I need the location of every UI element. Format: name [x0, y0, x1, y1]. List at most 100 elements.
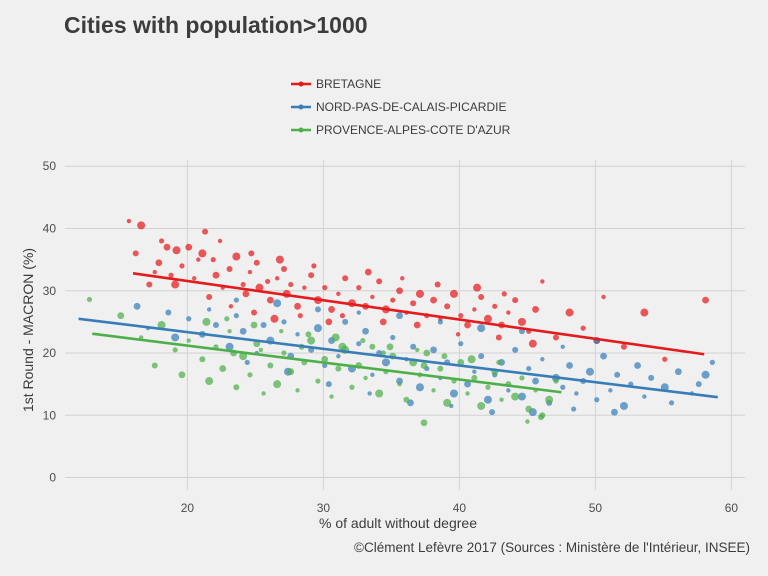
data-point-provence-alpes-cote-d-azur	[496, 359, 502, 365]
data-point-provence-alpes-cote-d-azur	[205, 377, 214, 386]
data-point-nord-pas-de-calais-picardie	[701, 370, 710, 379]
data-point-bretagne	[472, 307, 477, 312]
trend-line-provence-alpes-cote-d-azur	[92, 332, 562, 394]
data-point-bretagne	[163, 243, 171, 251]
data-point-bretagne	[311, 263, 317, 269]
data-point-bretagne	[232, 252, 241, 261]
legend-key-nord-pas-de-calais-picardie	[291, 104, 311, 109]
data-point-bretagne	[226, 265, 233, 272]
data-point-provence-alpes-cote-d-azur	[380, 350, 386, 356]
data-point-provence-alpes-cote-d-azur	[538, 414, 544, 421]
data-point-provence-alpes-cote-d-azur	[363, 375, 368, 381]
legend-label-nord-pas-de-calais-picardie: NORD-PAS-DE-CALAIS-PICARDIE	[316, 99, 507, 114]
data-point-provence-alpes-cote-d-azur	[511, 392, 520, 401]
data-point-bretagne	[288, 281, 294, 288]
data-point-bretagne	[342, 275, 349, 282]
data-point-provence-alpes-cote-d-azur	[443, 398, 452, 407]
data-point-bretagne	[495, 334, 502, 341]
data-point-bretagne	[532, 306, 539, 313]
data-point-provence-alpes-cote-d-azur	[519, 375, 525, 381]
data-point-nord-pas-de-calais-picardie	[281, 319, 287, 325]
data-point-nord-pas-de-calais-picardie	[608, 388, 613, 393]
data-point-nord-pas-de-calais-picardie	[560, 344, 565, 349]
data-point-provence-alpes-cote-d-azur	[281, 350, 287, 356]
data-point-bretagne	[280, 265, 287, 272]
data-point-nord-pas-de-calais-picardie	[571, 406, 577, 412]
data-point-bretagne	[185, 243, 193, 251]
data-point-nord-pas-de-calais-picardie	[458, 341, 464, 347]
legend-item-nord-pas-de-calais-picardie: NORD-PAS-DE-CALAIS-PICARDIE	[290, 95, 510, 118]
data-point-bretagne	[255, 283, 264, 292]
data-point-bretagne	[458, 313, 464, 319]
data-point-nord-pas-de-calais-picardie	[517, 392, 526, 401]
data-point-bretagne	[266, 296, 274, 304]
data-point-provence-alpes-cote-d-azur	[250, 321, 258, 329]
data-point-nord-pas-de-calais-picardie	[233, 313, 239, 319]
data-point-nord-pas-de-calais-picardie	[472, 369, 477, 374]
data-point-nord-pas-de-calais-picardie	[390, 334, 396, 341]
data-point-nord-pas-de-calais-picardie	[668, 400, 675, 406]
data-point-bretagne	[328, 306, 335, 313]
y-tick-label: 40	[43, 221, 57, 235]
data-point-bretagne	[152, 269, 157, 275]
data-point-provence-alpes-cote-d-azur	[525, 405, 533, 413]
data-point-bretagne	[339, 313, 346, 319]
data-point-provence-alpes-cote-d-azur	[369, 343, 376, 350]
data-point-bretagne	[444, 303, 451, 310]
data-point-bretagne	[640, 308, 649, 317]
data-point-bretagne	[206, 293, 213, 300]
data-point-provence-alpes-cote-d-azur	[307, 336, 316, 345]
data-point-nord-pas-de-calais-picardie	[695, 381, 702, 388]
data-point-provence-alpes-cote-d-azur	[331, 333, 340, 342]
chart-title: Cities with population>1000	[64, 12, 368, 38]
data-point-nord-pas-de-calais-picardie	[477, 324, 486, 333]
data-point-nord-pas-de-calais-picardie	[410, 343, 417, 350]
data-point-bretagne	[202, 228, 209, 235]
x-tick-label: 40	[453, 501, 467, 515]
data-point-bretagne	[198, 249, 207, 258]
data-point-nord-pas-de-calais-picardie	[648, 374, 655, 381]
data-point-bretagne	[275, 255, 284, 264]
data-point-nord-pas-de-calais-picardie	[478, 353, 485, 360]
data-point-provence-alpes-cote-d-azur	[437, 365, 444, 372]
y-tick-label: 10	[43, 408, 57, 422]
data-point-bretagne	[251, 309, 258, 316]
data-point-provence-alpes-cote-d-azur	[386, 343, 394, 351]
data-point-provence-alpes-cote-d-azur	[295, 388, 300, 393]
y-tick-label: 50	[43, 159, 57, 173]
y-axis-label: 1st Round - MACRON (%)	[20, 247, 36, 413]
data-point-provence-alpes-cote-d-azur	[525, 419, 530, 424]
data-point-bretagne	[270, 314, 279, 323]
data-point-bretagne	[132, 250, 139, 257]
data-point-bretagne	[265, 278, 271, 285]
data-point-nord-pas-de-calais-picardie	[313, 324, 322, 333]
data-point-bretagne	[248, 250, 255, 257]
data-point-nord-pas-de-calais-picardie	[314, 306, 321, 313]
data-point-nord-pas-de-calais-picardie	[367, 391, 372, 396]
data-point-bretagne	[662, 356, 668, 362]
data-point-provence-alpes-cote-d-azur	[457, 358, 465, 366]
data-point-nord-pas-de-calais-picardie	[560, 384, 566, 390]
data-point-provence-alpes-cote-d-azur	[86, 296, 93, 303]
data-point-bretagne	[336, 291, 341, 297]
data-point-bretagne	[364, 268, 372, 276]
data-point-nord-pas-de-calais-picardie	[619, 401, 628, 410]
data-point-nord-pas-de-calais-picardie	[362, 327, 369, 335]
data-point-nord-pas-de-calais-picardie	[709, 359, 715, 365]
data-point-nord-pas-de-calais-picardie	[489, 409, 496, 416]
data-point-provence-alpes-cote-d-azur	[471, 374, 478, 381]
data-point-nord-pas-de-calais-picardie	[273, 299, 282, 308]
data-point-provence-alpes-cote-d-azur	[305, 331, 312, 338]
data-point-nord-pas-de-calais-picardie	[260, 322, 267, 328]
data-point-bretagne	[217, 238, 223, 244]
data-point-nord-pas-de-calais-picardie	[532, 377, 539, 385]
data-point-bretagne	[247, 269, 253, 275]
data-point-provence-alpes-cote-d-azur	[199, 356, 206, 363]
data-point-bretagne	[492, 303, 498, 309]
data-point-bretagne	[308, 272, 315, 279]
legend-label-bretagne: BRETAGNE	[316, 76, 382, 91]
data-point-bretagne	[449, 289, 458, 298]
data-point-bretagne	[196, 257, 201, 262]
data-point-nord-pas-de-calais-picardie	[212, 322, 219, 328]
data-point-bretagne	[302, 285, 307, 290]
